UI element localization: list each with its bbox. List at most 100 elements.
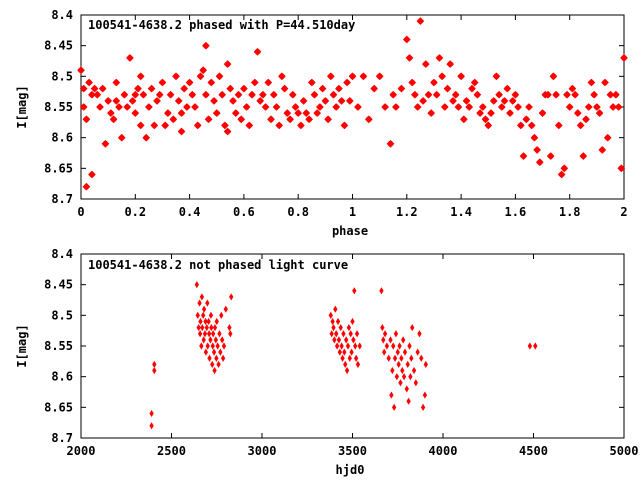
data-point [214, 317, 219, 326]
data-point [207, 354, 212, 362]
data-point [617, 164, 626, 173]
y-tick-label: 8.65 [44, 400, 73, 414]
data-point [96, 103, 104, 111]
data-point [197, 330, 203, 338]
data-point [256, 97, 265, 105]
data-point [204, 324, 209, 332]
data-point [288, 90, 297, 99]
data-point [364, 115, 373, 124]
data-point [601, 78, 609, 87]
data-point [353, 342, 358, 350]
data-point [606, 90, 615, 99]
data-point [152, 366, 157, 375]
unphased-plot-ylabel: I[mag] [15, 324, 29, 367]
data-point [134, 84, 142, 93]
data-point [330, 317, 335, 326]
data-point [147, 84, 156, 93]
data-point [93, 90, 102, 99]
data-point [199, 342, 204, 350]
data-point [554, 121, 563, 130]
data-point [388, 336, 393, 344]
data-point [527, 342, 533, 350]
data-point [500, 97, 509, 105]
data-point [331, 324, 336, 332]
x-tick-label: 4500 [519, 444, 548, 458]
data-point [400, 366, 405, 375]
data-point [357, 342, 362, 350]
data-point [278, 72, 286, 81]
data-point [579, 152, 588, 160]
data-point [430, 78, 438, 87]
data-point [245, 121, 254, 130]
data-point [557, 170, 566, 179]
data-point [188, 90, 197, 99]
data-point [231, 109, 240, 117]
phased-plot-ylabel: I[mag] [15, 85, 29, 128]
data-point [402, 348, 408, 356]
data-point [291, 103, 300, 111]
data-point [603, 133, 612, 142]
data-point [275, 121, 284, 130]
data-point [568, 84, 577, 93]
y-tick-label: 8.7 [51, 431, 73, 445]
data-point [85, 78, 93, 87]
data-point [316, 103, 324, 111]
data-point [335, 84, 343, 93]
data-point [348, 330, 353, 338]
data-point [104, 97, 113, 105]
phased-plot-ticks: 0 0.2 0.4 0.6 0.8 1 1.2 1.4 1.6 1.8 2 8.4 8.45 8.5 8.5… [44, 8, 628, 219]
data-point [217, 330, 222, 338]
data-point [411, 366, 417, 375]
data-point [209, 324, 214, 332]
data-point [208, 311, 214, 319]
data-point [145, 103, 153, 111]
data-point [206, 317, 211, 326]
data-point [200, 324, 205, 332]
data-point [410, 324, 415, 332]
data-point [88, 90, 96, 99]
data-point [242, 103, 251, 111]
data-point [381, 103, 389, 111]
data-point [382, 330, 388, 338]
data-point [391, 403, 397, 411]
data-point [511, 90, 520, 99]
data-point [207, 78, 216, 87]
data-point [195, 311, 200, 319]
data-point [82, 182, 91, 191]
data-point [202, 41, 210, 50]
data-point [229, 293, 234, 301]
data-point [202, 330, 208, 338]
data-point [527, 121, 536, 130]
data-point [201, 311, 206, 319]
data-point [313, 109, 322, 117]
data-point [370, 84, 379, 93]
data-point [286, 115, 294, 124]
data-point [484, 121, 492, 130]
data-point [334, 342, 340, 350]
data-point [352, 287, 357, 295]
data-point [525, 103, 533, 111]
data-point [573, 109, 582, 117]
data-point [203, 317, 208, 326]
y-tick-label: 8.5 [51, 308, 73, 322]
data-point [408, 373, 413, 381]
data-point [149, 409, 154, 418]
data-point [240, 84, 248, 93]
data-point [223, 60, 232, 68]
phased-plot-points [77, 17, 628, 191]
data-point [201, 336, 206, 344]
data-point [335, 317, 341, 326]
data-point [169, 115, 178, 124]
x-tick-label: 5000 [610, 444, 639, 458]
x-tick-label: 1.8 [559, 205, 581, 219]
data-point [389, 90, 398, 99]
data-point [82, 115, 91, 124]
data-point [514, 103, 522, 111]
data-point [206, 330, 212, 338]
data-point [503, 84, 512, 93]
data-point [210, 330, 216, 338]
y-tick-label: 8.6 [51, 370, 73, 384]
data-point [413, 379, 418, 387]
data-point [413, 103, 422, 111]
data-point [533, 146, 541, 154]
